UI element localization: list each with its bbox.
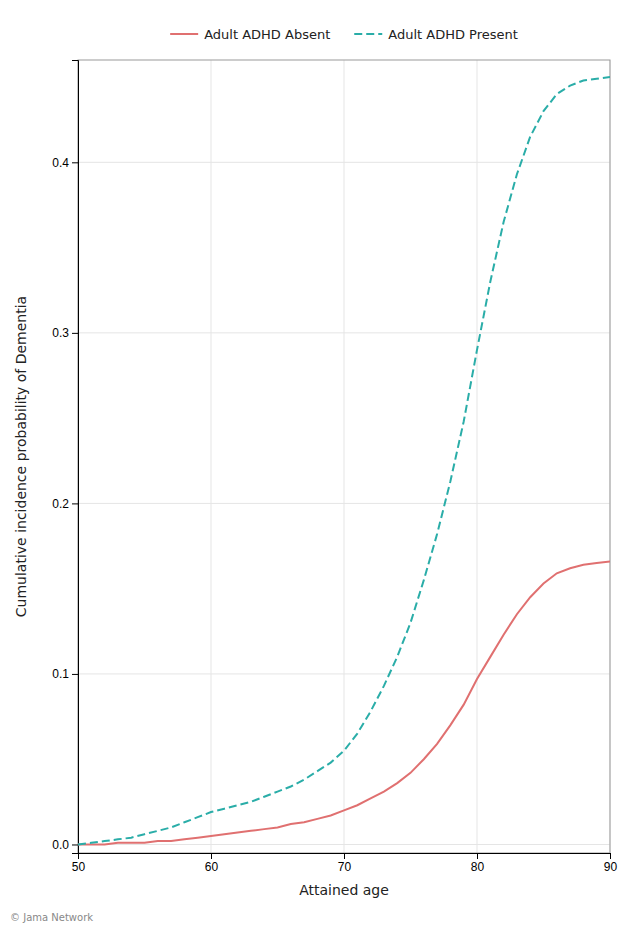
tick-label: 0.1 — [52, 667, 69, 681]
grid-line — [78, 162, 610, 163]
tick: 0.2 — [52, 497, 78, 511]
grid-line — [78, 503, 610, 504]
grid-line — [211, 60, 212, 853]
grid-line — [78, 332, 610, 333]
tick: 50 — [72, 853, 86, 874]
tick: 0.1 — [52, 667, 78, 681]
tick-label: 0.4 — [52, 156, 69, 170]
tick-label: 50 — [72, 860, 86, 874]
tick-mark — [211, 853, 212, 859]
legend-item: Adult ADHD Absent — [170, 27, 330, 42]
x-axis: 50 60 70 80 90 — [72, 853, 618, 874]
series-line — [78, 77, 610, 844]
plot-frame — [78, 60, 610, 853]
legend-label: Adult ADHD Absent — [204, 27, 330, 42]
tick-mark — [477, 853, 478, 859]
grid-line — [78, 844, 610, 845]
tick-mark — [344, 853, 345, 859]
tick-label: 0.0 — [52, 838, 69, 852]
legend-label: Adult ADHD Present — [388, 27, 518, 42]
legend-swatch — [354, 33, 382, 35]
tick: 80 — [471, 853, 485, 874]
tick-label: 70 — [338, 860, 352, 874]
tick-label: 60 — [205, 860, 219, 874]
tick: 0.0 — [52, 838, 78, 852]
watermark: © Jama Network — [10, 912, 93, 923]
legend-swatch — [170, 33, 198, 35]
axis-line — [72, 61, 79, 854]
tick: 70 — [338, 853, 352, 874]
axis-line — [79, 854, 611, 860]
tick: 60 — [205, 853, 219, 874]
grid — [78, 60, 610, 853]
legend: Adult ADHD Absent Adult ADHD Present — [170, 27, 518, 42]
tick-mark — [72, 674, 78, 675]
x-axis-title: Attained age — [299, 882, 389, 898]
y-axis-title: Cumulative incidence probability of Deme… — [13, 296, 29, 617]
chart: 50 60 70 80 90 0.0 0.1 0.2 0.3 0.4 Attained age Cum… — [0, 0, 634, 931]
tick: 0.3 — [52, 326, 78, 340]
plot: 50 60 70 80 90 0.0 0.1 0.2 0.3 0.4 — [52, 60, 617, 874]
tick-mark — [72, 162, 78, 163]
tick-label: 90 — [604, 860, 618, 874]
tick-label: 80 — [471, 860, 485, 874]
tick: 90 — [604, 853, 618, 874]
tick-mark — [610, 853, 611, 859]
grid-line — [477, 60, 478, 853]
tick-mark — [72, 844, 78, 845]
grid-line — [78, 673, 610, 674]
grid-line — [344, 60, 345, 853]
legend-item: Adult ADHD Present — [354, 27, 518, 42]
tick-label: 0.2 — [52, 497, 69, 511]
tick-label: 0.3 — [52, 326, 69, 340]
tick: 0.4 — [52, 156, 78, 170]
tick-mark — [72, 503, 78, 504]
series-line — [78, 561, 610, 844]
tick-mark — [72, 333, 78, 334]
lines — [78, 77, 610, 844]
y-axis: 0.0 0.1 0.2 0.3 0.4 — [52, 61, 78, 854]
